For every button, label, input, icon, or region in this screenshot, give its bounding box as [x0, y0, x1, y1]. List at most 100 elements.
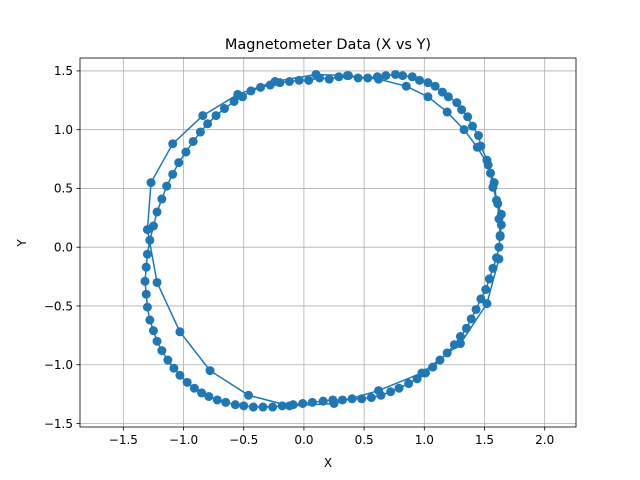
data-point	[492, 195, 502, 205]
data-point	[334, 72, 344, 82]
data-point	[423, 92, 433, 102]
data-point	[472, 142, 482, 152]
data-point	[347, 394, 357, 404]
data-point	[452, 98, 462, 108]
data-point	[142, 225, 152, 235]
x-axis-label: X	[324, 456, 332, 470]
data-point	[437, 87, 447, 97]
y-tick-label: −1.5	[44, 417, 73, 431]
data-point	[211, 111, 221, 121]
x-tick-label: 0.0	[294, 433, 313, 447]
data-point	[152, 207, 162, 217]
data-point	[461, 323, 471, 333]
y-tick-label: −0.5	[44, 299, 73, 313]
data-point	[168, 169, 178, 179]
data-point	[318, 396, 328, 406]
x-tick-label: −0.5	[229, 433, 258, 447]
data-point	[481, 285, 491, 295]
data-point	[455, 339, 465, 349]
data-point	[496, 220, 506, 230]
data-point	[463, 112, 473, 122]
data-point	[145, 315, 155, 325]
data-point	[268, 402, 278, 412]
data-point	[442, 107, 452, 117]
data-point	[148, 326, 158, 336]
data-point	[363, 73, 373, 83]
data-point	[488, 263, 498, 273]
x-tick-label: 0.5	[355, 433, 374, 447]
y-tick-label: 1.5	[54, 64, 73, 78]
plot-frame	[79, 57, 577, 428]
data-point	[311, 69, 321, 79]
x-axis-ticks: −1.5 −1.0 −0.5 0.0 0.5 1.0 1.5 2.0	[109, 427, 554, 447]
data-point	[145, 235, 155, 245]
data-point	[423, 78, 433, 88]
y-tick-label: 0.0	[54, 241, 73, 255]
data-point	[258, 402, 268, 412]
y-tick-label: −1.0	[44, 358, 73, 372]
data-point	[329, 399, 339, 408]
data-point	[205, 366, 215, 376]
data-point	[157, 194, 167, 204]
data-point	[307, 397, 317, 407]
data-point	[304, 75, 314, 85]
data-point	[324, 74, 334, 84]
data-point	[455, 332, 465, 342]
data-point	[188, 136, 198, 146]
data-point	[374, 74, 384, 84]
data-point	[140, 276, 150, 286]
data-point	[471, 304, 481, 314]
data-point	[398, 71, 408, 81]
data-point	[415, 75, 424, 85]
chart-title: Magnetometer Data (X vs Y)	[225, 37, 431, 53]
data-point	[277, 401, 287, 411]
data-point	[337, 395, 347, 405]
data-point	[357, 394, 367, 404]
data-point	[181, 147, 191, 157]
data-point	[212, 395, 222, 405]
data-point	[473, 131, 483, 141]
data-point	[467, 121, 477, 131]
data-point	[483, 160, 493, 170]
data-point	[169, 363, 179, 373]
data-point	[221, 397, 231, 407]
data-point	[233, 89, 243, 99]
data-point	[366, 393, 376, 403]
data-point	[374, 386, 384, 396]
data-point	[294, 75, 304, 85]
plot-data-layer	[140, 69, 506, 412]
data-point	[163, 355, 173, 365]
data-point	[494, 254, 504, 264]
data-point	[204, 391, 214, 401]
data-point	[230, 400, 240, 410]
data-point	[203, 119, 213, 129]
x-tick-label: −1.5	[109, 433, 138, 447]
data-point	[495, 230, 505, 240]
data-point	[394, 383, 404, 393]
data-point	[381, 71, 391, 81]
y-axis-ticks: −1.5 −1.0 −0.5 0.0 0.5 1.0 1.5	[44, 64, 80, 431]
data-point	[386, 387, 396, 397]
data-point	[239, 401, 249, 411]
data-point	[353, 73, 363, 83]
data-point	[342, 71, 352, 81]
y-tick-label: 1.0	[54, 123, 73, 137]
data-point	[229, 96, 239, 106]
data-point	[142, 249, 152, 259]
x-tick-label: 2.0	[535, 433, 554, 447]
data-point	[442, 348, 452, 358]
data-point	[198, 111, 208, 121]
data-point	[246, 86, 256, 96]
data-point	[142, 302, 152, 312]
data-point	[256, 82, 266, 92]
data-point	[457, 105, 467, 115]
data-point	[459, 125, 469, 135]
data-point	[484, 274, 494, 284]
y-axis-label: Y	[15, 239, 29, 248]
data-point	[168, 139, 178, 149]
y-tick-label: 0.5	[54, 182, 73, 196]
data-point	[428, 362, 438, 372]
